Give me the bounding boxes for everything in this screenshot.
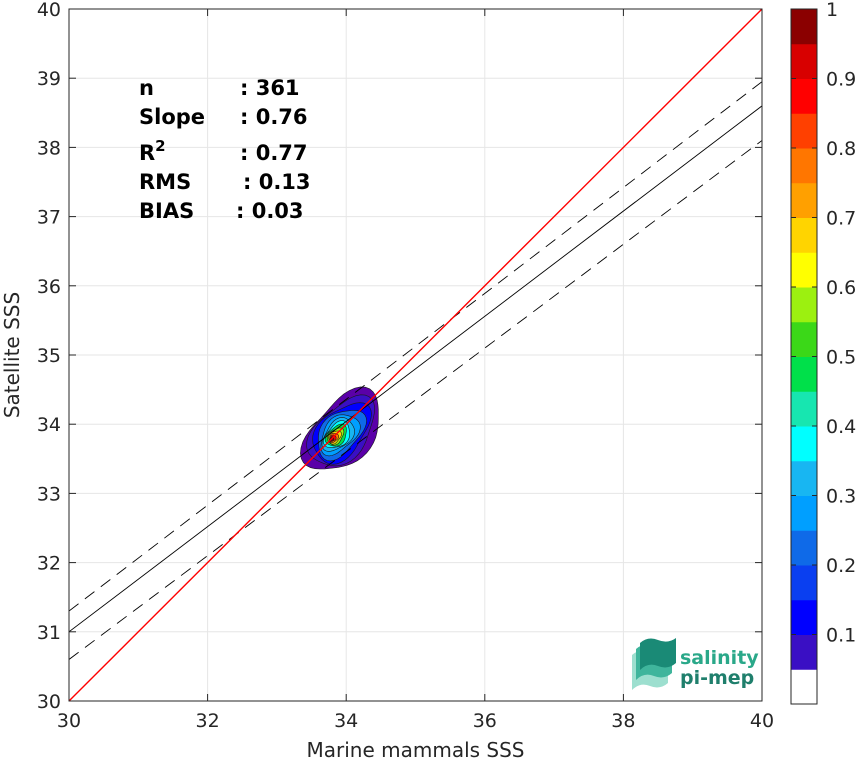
logo-text-salinity: salinity <box>680 647 759 669</box>
y-tick-label: 39 <box>37 68 61 90</box>
colorbar-bin <box>791 669 817 704</box>
colorbar: 0.1 0.2 0.3 0.4 0.5 0.6 0.7 0.8 0.9 1 <box>790 0 856 705</box>
y-tick-label: 33 <box>37 483 61 505</box>
regression-line <box>69 105 762 633</box>
colorbar-tick-label: 0.6 <box>826 277 856 299</box>
colorbar-bin <box>791 495 817 531</box>
colorbar-bin <box>791 321 817 357</box>
logo-waves-icon <box>632 638 676 690</box>
stat-label: RMS <box>139 170 191 194</box>
colorbar-bin <box>791 217 817 253</box>
stat-label: BIAS <box>139 199 194 223</box>
colorbar-bin <box>791 599 817 635</box>
colorbar-bin <box>791 113 817 149</box>
y-tick-label: 34 <box>37 414 61 436</box>
colorbar-bin <box>791 530 817 566</box>
colorbar-bin <box>791 43 817 79</box>
stat-label: n <box>139 76 154 100</box>
y-tick-label: 36 <box>37 276 61 298</box>
stat-label: Slope <box>139 105 205 129</box>
x-tick-label: 34 <box>334 710 358 732</box>
y-tick-label: 37 <box>37 207 61 229</box>
colorbar-tick-label: 0.4 <box>826 416 856 438</box>
y-tick-label: 38 <box>37 137 61 159</box>
colorbar-bin <box>791 634 817 670</box>
colorbar-bin <box>791 460 817 496</box>
x-axis-label: Marine mammals SSS <box>306 738 524 762</box>
identity-line <box>69 9 762 701</box>
x-tick-label: 40 <box>750 710 774 732</box>
y-tick-label: 40 <box>37 0 61 21</box>
logo-text-pi-mep: pi-mep <box>680 667 754 689</box>
colorbar-tick-label: 0.3 <box>826 486 856 508</box>
salinity-pi-mep-logo: salinity pi-mep <box>632 638 759 690</box>
x-tick-label: 36 <box>473 710 497 732</box>
y-tick-label: 32 <box>37 553 61 575</box>
colorbar-tick-label: 0.2 <box>826 555 856 577</box>
colorbar-tick-label: 1 <box>826 0 838 21</box>
colorbar-tick-label: 0.9 <box>826 69 856 91</box>
confidence-line <box>69 81 762 612</box>
stat-value: : 0.03 <box>236 199 304 223</box>
y-tick-label: 30 <box>37 691 61 713</box>
colorbar-bin <box>791 391 817 427</box>
y-tick-label: 31 <box>37 622 61 644</box>
stat-value: : 361 <box>240 76 300 100</box>
colorbar-bin <box>791 426 817 462</box>
x-tick-label: 30 <box>57 710 81 732</box>
colorbar-bin <box>791 9 817 45</box>
colorbar-bin <box>791 78 817 114</box>
y-ticks: 30 31 32 33 34 35 36 37 38 39 40 <box>37 0 762 713</box>
colorbar-tick-label: 0.8 <box>826 138 856 160</box>
x-tick-label: 38 <box>611 710 635 732</box>
colorbar-tick-label: 0.5 <box>826 347 856 369</box>
y-tick-label: 35 <box>37 345 61 367</box>
x-ticks: 30 32 34 36 38 40 <box>57 9 774 732</box>
colorbar-bin <box>791 287 817 323</box>
confidence-line <box>69 140 762 660</box>
y-axis-label: Satellite SSS <box>0 292 24 418</box>
colorbar-bin <box>791 356 817 392</box>
x-tick-label: 32 <box>196 710 220 732</box>
colorbar-bin <box>791 182 817 218</box>
colorbar-tick-label: 0.7 <box>826 208 856 230</box>
stat-value: : 0.77 <box>240 141 308 165</box>
colorbar-tick-label: 0.1 <box>826 625 856 647</box>
fit-lines <box>69 9 762 701</box>
stat-value: : 0.76 <box>240 105 308 129</box>
colorbar-bin <box>791 148 817 184</box>
colorbar-bin <box>791 565 817 601</box>
grid <box>68 8 763 702</box>
stat-value: : 0.13 <box>243 170 311 194</box>
colorbar-bin <box>791 252 817 288</box>
